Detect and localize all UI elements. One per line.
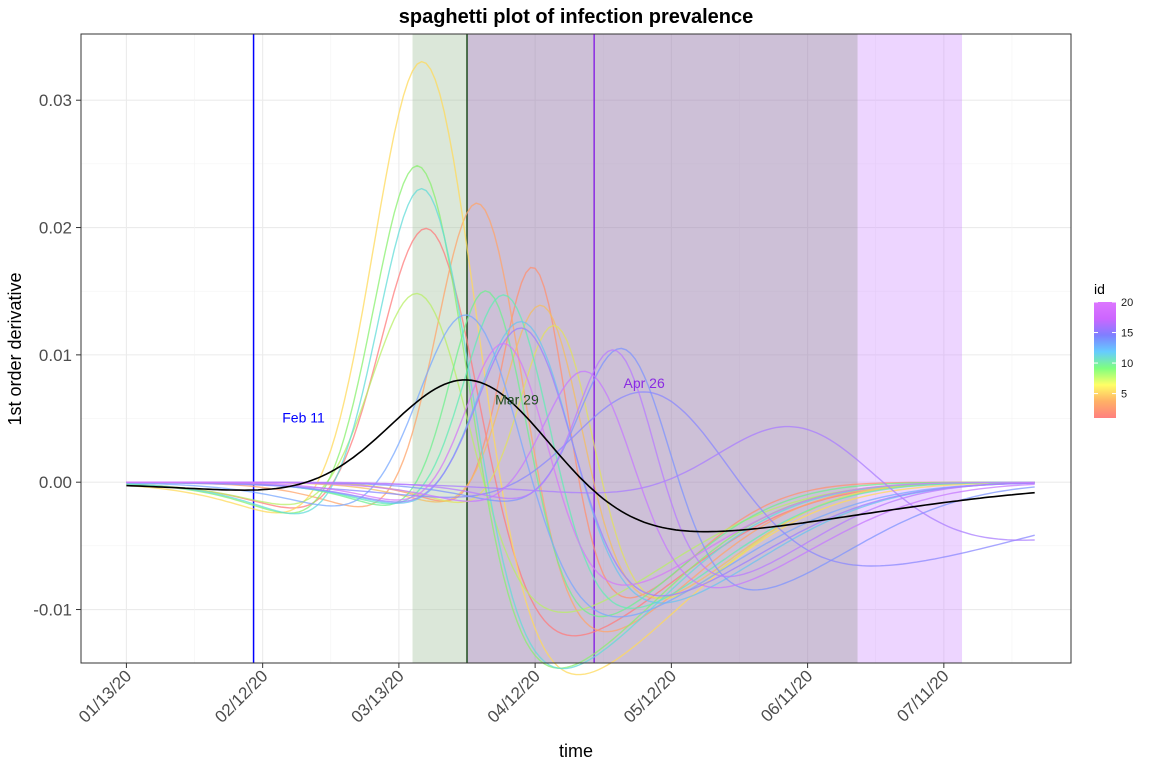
legend-label: 15 (1121, 328, 1133, 340)
legend: id 20 15 10 5 (1094, 281, 1133, 418)
x-axis: 01/13/20 02/12/20 03/13/20 04/12/20 05/12/20… (75, 663, 953, 727)
shaded-regions (412, 34, 963, 663)
panel-border (80, 33, 1072, 664)
series-line (126, 370, 1035, 589)
series-line (126, 60, 1035, 676)
legend-label: 5 (1121, 389, 1127, 401)
x-tick-label: 02/12/20 (211, 666, 271, 726)
x-tick-label: 01/13/20 (75, 666, 135, 726)
legend-colorbar (1094, 302, 1116, 418)
x-tick-label: 05/12/20 (620, 666, 680, 726)
series-lines (126, 60, 1035, 676)
y-tick-label: -0.01 (33, 601, 72, 620)
y-tick-label: 0.02 (39, 219, 72, 238)
legend-title: id (1094, 281, 1105, 297)
y-tick-label: 0.00 (39, 473, 72, 492)
y-tick-label: 0.01 (39, 346, 72, 365)
annotation-label: Feb 11 (282, 409, 325, 425)
series-line (126, 327, 1035, 597)
mean-line-group (126, 379, 1035, 533)
shaded-region (467, 34, 858, 663)
legend-label: 20 (1121, 297, 1133, 309)
chart-title: spaghetti plot of infection prevalence (399, 6, 754, 28)
x-tick-label: 03/13/20 (347, 666, 407, 726)
mean-line (126, 379, 1035, 533)
x-tick-label: 06/11/20 (757, 666, 816, 725)
annotation-label: Apr 26 (623, 375, 664, 391)
panel-frame (80, 33, 1072, 664)
legend-label: 10 (1121, 358, 1133, 370)
x-tick-label: 04/12/20 (484, 666, 544, 726)
series-line (126, 314, 1035, 618)
y-axis: 0.03 0.02 0.01 0.00 -0.01 (33, 91, 81, 620)
series-line (126, 342, 1035, 586)
annotations: Feb 11 Mar 29 Apr 26 (282, 375, 665, 425)
y-tick-label: 0.03 (39, 91, 72, 110)
x-axis-title: time (559, 741, 593, 761)
reference-lines (252, 34, 595, 663)
annotation-label: Mar 29 (495, 391, 539, 407)
x-tick-label: 07/11/20 (893, 666, 952, 725)
y-axis-title: 1st order derivative (5, 272, 25, 425)
shaded-region (857, 34, 963, 663)
